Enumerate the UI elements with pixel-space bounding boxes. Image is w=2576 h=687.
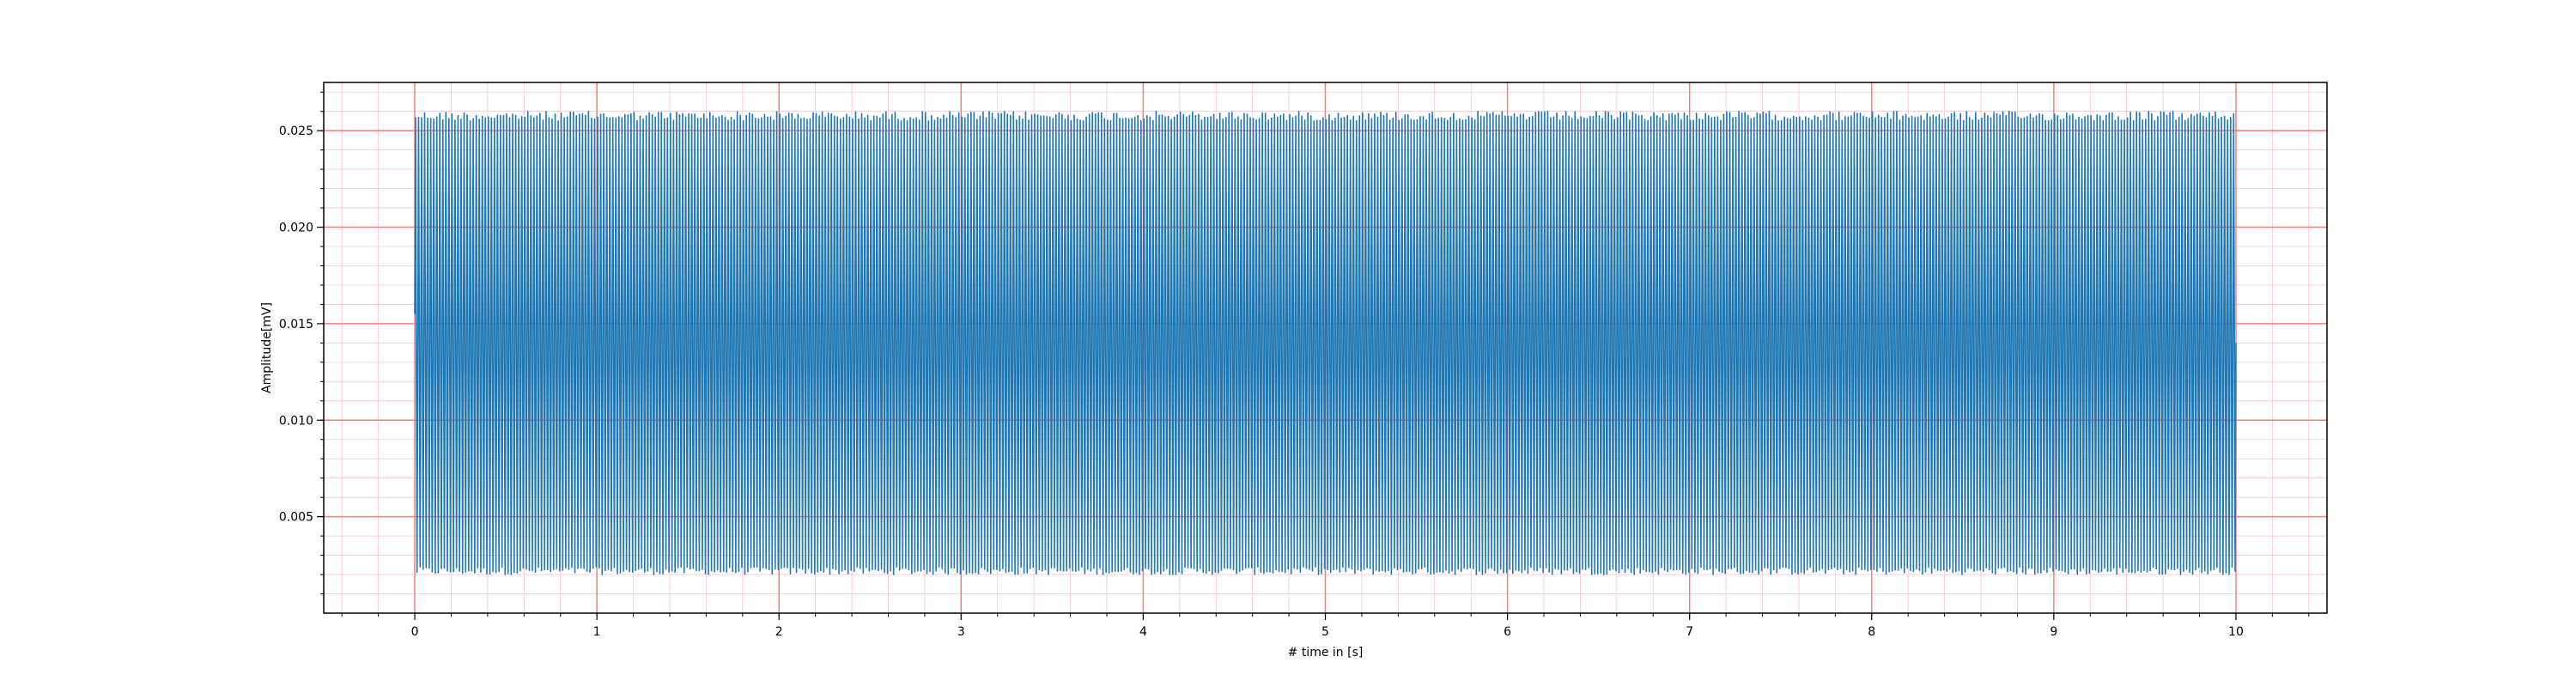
y-tick-label: 0.005 [279,511,313,525]
y-axis-label: Amplitude[mV] [260,302,274,393]
x-tick-label: 0 [411,625,419,639]
y-tick-label: 0.010 [279,414,313,428]
x-tick-label: 2 [775,625,783,639]
series-line [414,110,2237,575]
x-tick-label: 6 [1504,625,1511,639]
y-axis-ticks: 0.005 0.010 0.015 0.020 0.025 [279,91,324,595]
x-tick-label: 8 [1868,625,1875,639]
x-tick-label: 5 [1321,625,1329,639]
x-tick-label: 9 [2050,625,2057,639]
y-tick-label: 0.020 [279,222,313,235]
y-tick-label: 0.025 [279,125,313,138]
y-tick-label: 0.015 [279,318,313,331]
x-axis-label: # time in [s] [1288,646,1364,660]
x-tick-label: 7 [1686,625,1693,639]
x-tick-label: 3 [957,625,965,639]
x-tick-label: 4 [1139,625,1147,639]
x-axis-ticks: 0 1 2 3 4 5 6 7 8 9 10 [341,613,2310,639]
x-tick-label: 10 [2228,625,2244,639]
x-tick-label: 1 [593,625,601,639]
series-layer [414,110,2237,575]
